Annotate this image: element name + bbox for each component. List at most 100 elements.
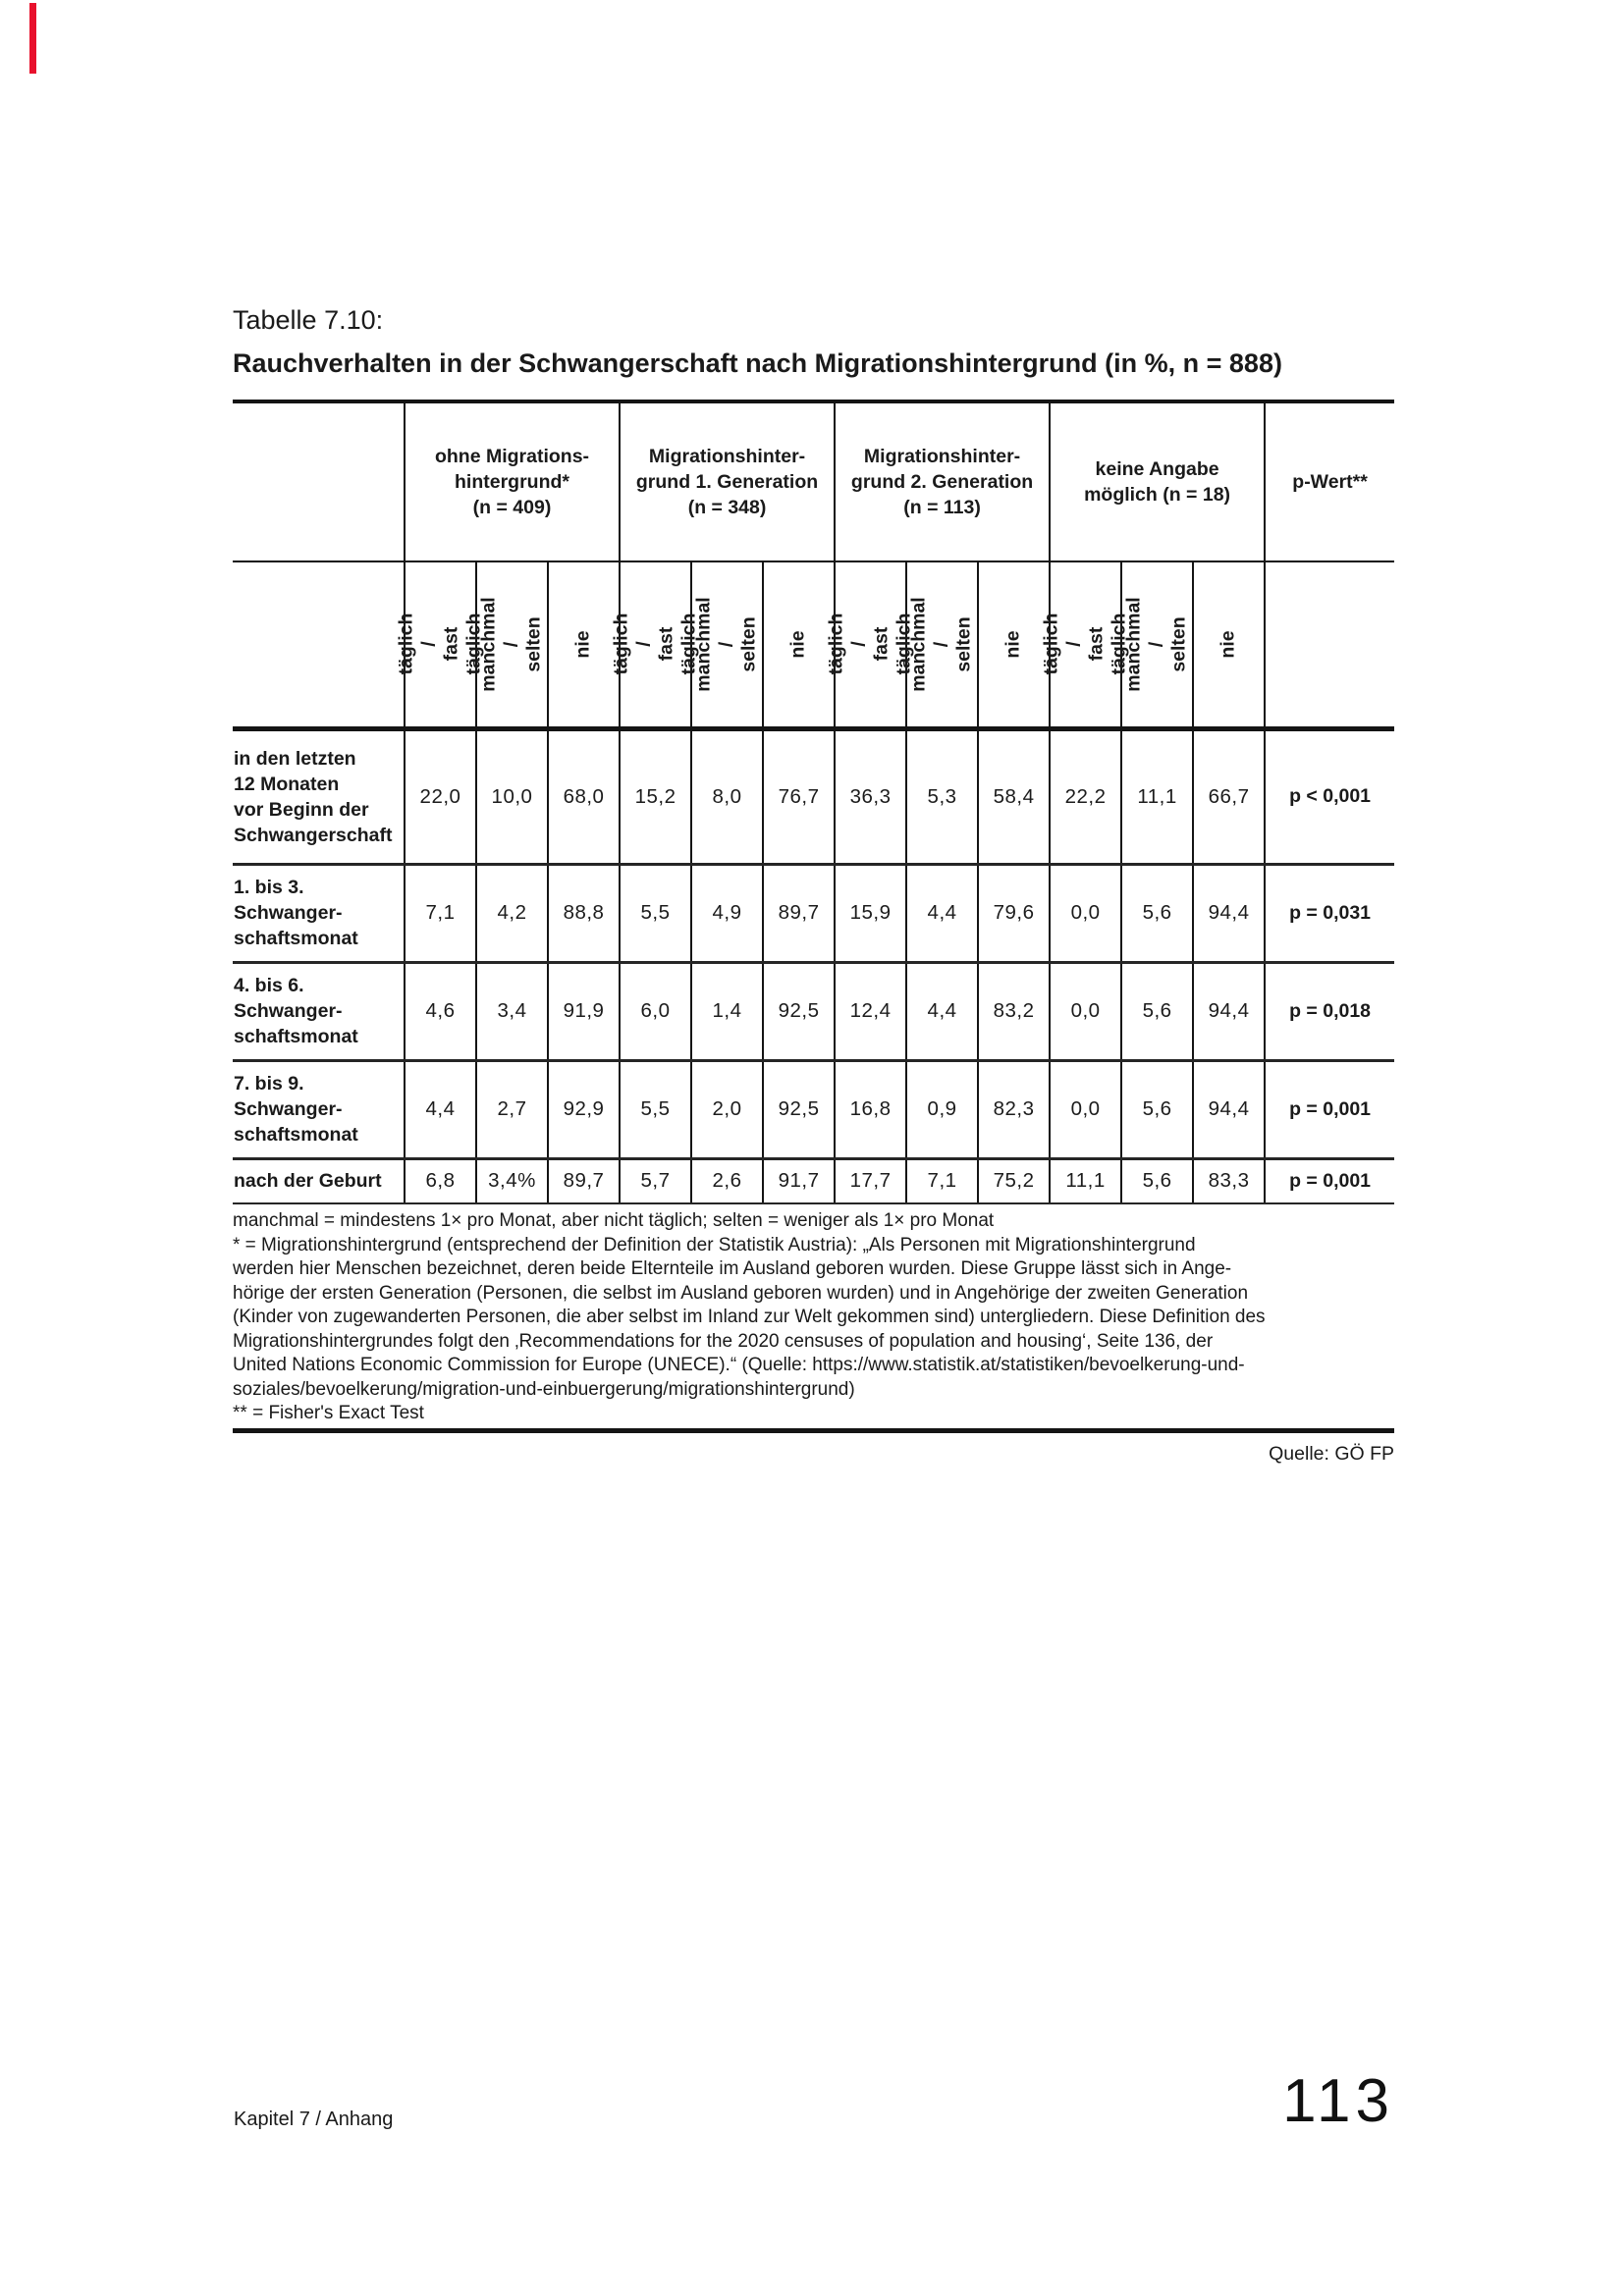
empty-label-cell bbox=[233, 561, 405, 731]
cell-value: 4,6 bbox=[404, 962, 476, 1062]
col-p-value-header: p-Wert** bbox=[1264, 400, 1395, 562]
cell-value: 3,4 bbox=[475, 962, 548, 1062]
cell-value: 83,2 bbox=[977, 962, 1051, 1062]
cell-value: 4,4 bbox=[404, 1060, 476, 1160]
cell-value: 15,2 bbox=[619, 728, 692, 866]
cell-value: 94,4 bbox=[1192, 1060, 1266, 1160]
cell-p-value: p = 0,018 bbox=[1264, 962, 1395, 1062]
subheader-never-g4: nie bbox=[1192, 561, 1266, 731]
cell-p-value: p = 0,001 bbox=[1264, 1060, 1395, 1160]
cell-value: 5,5 bbox=[619, 1060, 692, 1160]
row-label-month-7-9: 7. bis 9. Schwanger- schaftsmonat bbox=[233, 1060, 405, 1160]
empty-p-cell bbox=[1264, 561, 1395, 731]
subheader-sometimes-g2: manchmal / selten bbox=[690, 561, 764, 731]
cell-value: 0,0 bbox=[1049, 962, 1122, 1062]
table-row: in den letzten 12 Monaten vor Beginn der… bbox=[233, 728, 1395, 866]
cell-value: 91,7 bbox=[762, 1158, 836, 1204]
row-label-month-4-6: 4. bis 6. Schwanger- schaftsmonat bbox=[233, 962, 405, 1062]
table-caption: Rauchverhalten in der Schwangerschaft na… bbox=[233, 348, 1282, 378]
cell-value: 0,9 bbox=[905, 1060, 979, 1160]
cell-p-value: p = 0,031 bbox=[1264, 864, 1395, 964]
cell-value: 94,4 bbox=[1192, 864, 1266, 964]
cell-value: 1,4 bbox=[690, 962, 764, 1062]
page-number: 113 bbox=[1282, 2067, 1394, 2135]
bottom-rule bbox=[233, 1428, 1394, 1433]
cell-value: 5,6 bbox=[1120, 962, 1194, 1062]
subheader-sometimes-g3: manchmal / selten bbox=[905, 561, 979, 731]
cell-value: 89,7 bbox=[546, 1158, 621, 1204]
cell-p-value: p < 0,001 bbox=[1264, 728, 1395, 866]
cell-value: 5,7 bbox=[619, 1158, 692, 1204]
cell-value: 0,0 bbox=[1049, 1060, 1122, 1160]
cell-value: 83,3 bbox=[1192, 1158, 1266, 1204]
cell-value: 4,2 bbox=[475, 864, 548, 964]
col-group-no-migration: ohne Migrations- hintergrund* (n = 409) bbox=[403, 400, 621, 562]
cell-value: 91,9 bbox=[546, 962, 621, 1062]
cell-value: 2,6 bbox=[690, 1158, 764, 1204]
cell-value: 4,4 bbox=[905, 864, 979, 964]
cell-value: 7,1 bbox=[404, 864, 476, 964]
cell-value: 4,9 bbox=[690, 864, 764, 964]
cell-p-value: p = 0,001 bbox=[1264, 1158, 1395, 1204]
table-row: nach der Geburt 6,8 3,4% 89,7 5,7 2,6 91… bbox=[233, 1158, 1395, 1204]
group-header-row: ohne Migrations- hintergrund* (n = 409) … bbox=[233, 400, 1395, 562]
cell-value: 76,7 bbox=[762, 728, 836, 866]
cell-value: 5,6 bbox=[1120, 1158, 1194, 1204]
cell-value: 92,5 bbox=[762, 962, 836, 1062]
subheader-never-g3: nie bbox=[977, 561, 1051, 731]
table-row: 1. bis 3. Schwanger- schaftsmonat 7,1 4,… bbox=[233, 864, 1395, 964]
cell-value: 22,0 bbox=[404, 728, 476, 866]
subheader-daily-g1: täglich / fast täglich bbox=[396, 561, 485, 731]
cell-value: 58,4 bbox=[977, 728, 1051, 866]
cell-value: 11,1 bbox=[1049, 1158, 1122, 1204]
cell-value: 36,3 bbox=[834, 728, 907, 866]
cell-value: 66,7 bbox=[1192, 728, 1266, 866]
cell-value: 5,6 bbox=[1120, 864, 1194, 964]
subheader-never-g2: nie bbox=[762, 561, 836, 731]
cell-value: 6,8 bbox=[404, 1158, 476, 1204]
cell-value: 2,0 bbox=[690, 1060, 764, 1160]
subheader-never-g1: nie bbox=[546, 561, 621, 731]
cell-value: 88,8 bbox=[546, 864, 621, 964]
table-row: 4. bis 6. Schwanger- schaftsmonat 4,6 3,… bbox=[233, 962, 1395, 1062]
footer-chapter-label: Kapitel 7 / Anhang bbox=[234, 2109, 394, 2130]
subheader-sometimes-g1: manchmal / selten bbox=[475, 561, 548, 731]
cell-value: 10,0 bbox=[475, 728, 548, 866]
cell-value: 4,4 bbox=[905, 962, 979, 1062]
row-label-month-1-3: 1. bis 3. Schwanger- schaftsmonat bbox=[233, 864, 405, 964]
cell-value: 12,4 bbox=[834, 962, 907, 1062]
cell-value: 2,7 bbox=[475, 1060, 548, 1160]
subheader-row: täglich / fast täglich manchmal / selten… bbox=[233, 561, 1395, 731]
subheader-daily-g3: täglich / fast täglich bbox=[826, 561, 915, 731]
subheader-sometimes-g4: manchmal / selten bbox=[1120, 561, 1194, 731]
subheader-daily-g4: täglich / fast täglich bbox=[1041, 561, 1130, 731]
cell-value: 17,7 bbox=[834, 1158, 907, 1204]
cell-value: 89,7 bbox=[762, 864, 836, 964]
row-label-after-birth: nach der Geburt bbox=[233, 1158, 405, 1204]
cell-value: 79,6 bbox=[977, 864, 1051, 964]
table-title-block: Tabelle 7.10: Rauchverhalten in der Schw… bbox=[233, 302, 1394, 381]
table-footnotes: manchmal = mindestens 1× pro Monat, aber… bbox=[233, 1210, 1266, 1423]
cell-value: 92,9 bbox=[546, 1060, 621, 1160]
cell-value: 5,6 bbox=[1120, 1060, 1194, 1160]
cell-value: 75,2 bbox=[977, 1158, 1051, 1204]
cell-value: 82,3 bbox=[977, 1060, 1051, 1160]
cell-value: 22,2 bbox=[1049, 728, 1122, 866]
table-number: Tabelle 7.10: bbox=[233, 305, 384, 335]
cell-value: 15,9 bbox=[834, 864, 907, 964]
cell-value: 11,1 bbox=[1120, 728, 1194, 866]
cell-value: 68,0 bbox=[546, 728, 621, 866]
row-label-12-months: in den letzten 12 Monaten vor Beginn der… bbox=[233, 728, 405, 866]
col-group-first-generation: Migrationshinter- grund 1. Generation (n… bbox=[619, 400, 836, 562]
col-group-no-answer: keine Angabe möglich (n = 18) bbox=[1049, 400, 1266, 562]
cell-value: 6,0 bbox=[619, 962, 692, 1062]
red-margin-mark bbox=[29, 3, 36, 74]
cell-value: 94,4 bbox=[1192, 962, 1266, 1062]
col-group-second-generation: Migrationshinter- grund 2. Generation (n… bbox=[834, 400, 1051, 562]
cell-value: 0,0 bbox=[1049, 864, 1122, 964]
cell-value: 5,5 bbox=[619, 864, 692, 964]
cell-value: 92,5 bbox=[762, 1060, 836, 1160]
empty-corner-cell bbox=[233, 400, 405, 562]
cell-value: 5,3 bbox=[905, 728, 979, 866]
